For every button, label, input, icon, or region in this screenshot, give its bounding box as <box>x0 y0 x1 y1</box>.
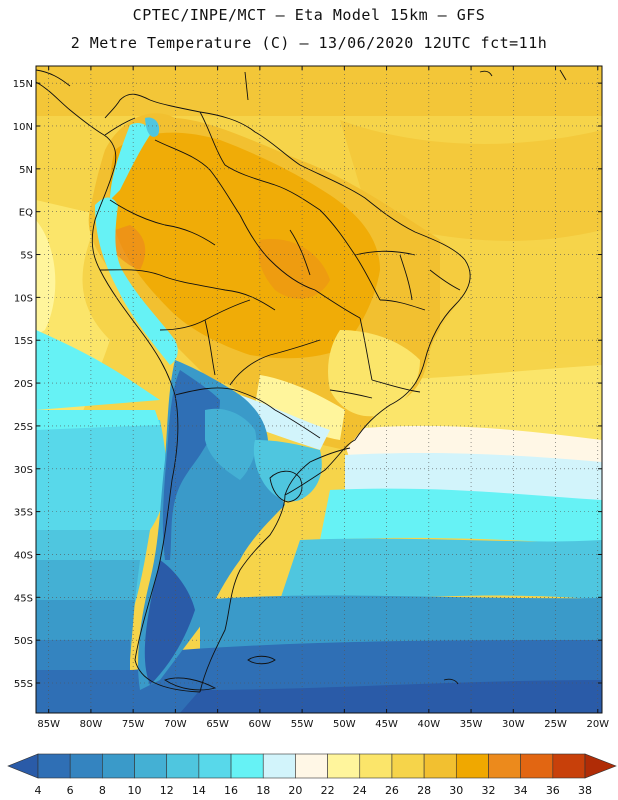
colorbar-swatch <box>359 753 393 779</box>
longitude-label: 35W <box>460 719 483 730</box>
longitude-label: 40W <box>418 719 441 730</box>
colorbar-label: 8 <box>99 784 106 797</box>
longitude-label: 80W <box>80 719 103 730</box>
map-title-line-1: CPTEC/INPE/MCT – Eta Model 15km – GFS <box>132 6 486 24</box>
longitude-label: 60W <box>249 719 272 730</box>
longitude-label: 30W <box>502 719 525 730</box>
colorbar-label: 10 <box>128 784 142 797</box>
latitude-label: 55S <box>14 679 33 690</box>
longitude-label: 20W <box>586 719 609 730</box>
coastline-and-borders <box>36 69 567 693</box>
longitude-label: 65W <box>206 719 229 730</box>
longitude-label: 25W <box>544 719 567 730</box>
colorbar-label: 36 <box>546 784 560 797</box>
colorbar-min-arrow <box>7 753 39 779</box>
colorbar-label: 22 <box>321 784 335 797</box>
colorbar-swatch <box>520 753 554 779</box>
latitude-label: 10N <box>13 122 33 133</box>
latitude-label: 10S <box>14 293 33 304</box>
colorbar-label: 14 <box>192 784 206 797</box>
longitude-labels: 85W 80W 75W 70W 65W 60W 55W 50W 45W 40W 35W 30W 25W 2… <box>37 719 609 730</box>
colorbar-label: 28 <box>417 784 431 797</box>
colorbar-swatch <box>423 753 457 779</box>
latitude-labels: 15N 10N 5N EQ 5S 10S 15S 20S 25S 30S 35S 40S 45S 50S 5… <box>13 79 33 690</box>
colorbar-label: 12 <box>160 784 174 797</box>
colorbar-swatch <box>102 753 135 779</box>
colorbar-swatch <box>134 753 168 779</box>
map-frame <box>35 65 603 714</box>
colorbar-swatch <box>552 753 586 779</box>
colorbar-label: 6 <box>67 784 74 797</box>
longitude-label: 50W <box>333 719 356 730</box>
colorbar-label: 26 <box>385 784 399 797</box>
colorbar-swatch <box>230 753 264 779</box>
latitude-label: 45S <box>14 593 33 604</box>
colorbar-label: 20 <box>288 784 302 797</box>
colorbar-swatch <box>295 753 328 779</box>
colorbar-swatch <box>488 753 521 779</box>
latitude-label: 25S <box>14 422 33 433</box>
colorbar-label: 18 <box>256 784 270 797</box>
latitude-label: 5S <box>20 251 33 262</box>
colorbar-label: 4 <box>35 784 42 797</box>
axis-ticks <box>36 66 602 713</box>
longitude-label: 75W <box>122 719 145 730</box>
colorbar-label: 38 <box>578 784 592 797</box>
colorbar-swatch <box>69 753 103 779</box>
colorbar-swatch <box>262 753 296 779</box>
longitude-label: 85W <box>37 719 60 730</box>
latitude-label: 50S <box>14 636 33 647</box>
temperature-field <box>36 66 602 713</box>
latitude-label: 15N <box>13 79 33 90</box>
colorbar: 4 6 8 10 12 14 16 18 20 22 24 26 28 30 32 34 36 38 <box>7 753 617 797</box>
latitude-label: 5N <box>19 165 33 176</box>
colorbar-swatch <box>198 753 232 779</box>
latitude-label: 30S <box>14 465 33 476</box>
longitude-label: 55W <box>291 719 314 730</box>
colorbar-label: 32 <box>481 784 495 797</box>
colorbar-max-arrow <box>584 753 617 779</box>
latitude-label: 20S <box>14 379 33 390</box>
colorbar-label: 34 <box>514 784 528 797</box>
map-title-line-2: 2 Metre Temperature (C) – 13/06/2020 12U… <box>70 34 548 52</box>
longitude-label: 70W <box>164 719 187 730</box>
colorbar-label: 30 <box>449 784 463 797</box>
colorbar-swatch <box>166 753 200 779</box>
colorbar-label: 16 <box>224 784 238 797</box>
colorbar-swatch <box>391 753 425 779</box>
latitude-label: 35S <box>14 508 33 519</box>
latitude-label: EQ <box>19 208 33 219</box>
latitude-label: 15S <box>14 336 33 347</box>
colorbar-swatch <box>37 753 71 779</box>
longitude-label: 45W <box>375 719 398 730</box>
colorbar-swatch <box>327 753 361 779</box>
colorbar-swatch <box>455 753 489 779</box>
latitude-label: 40S <box>14 550 33 561</box>
colorbar-label: 24 <box>353 784 367 797</box>
